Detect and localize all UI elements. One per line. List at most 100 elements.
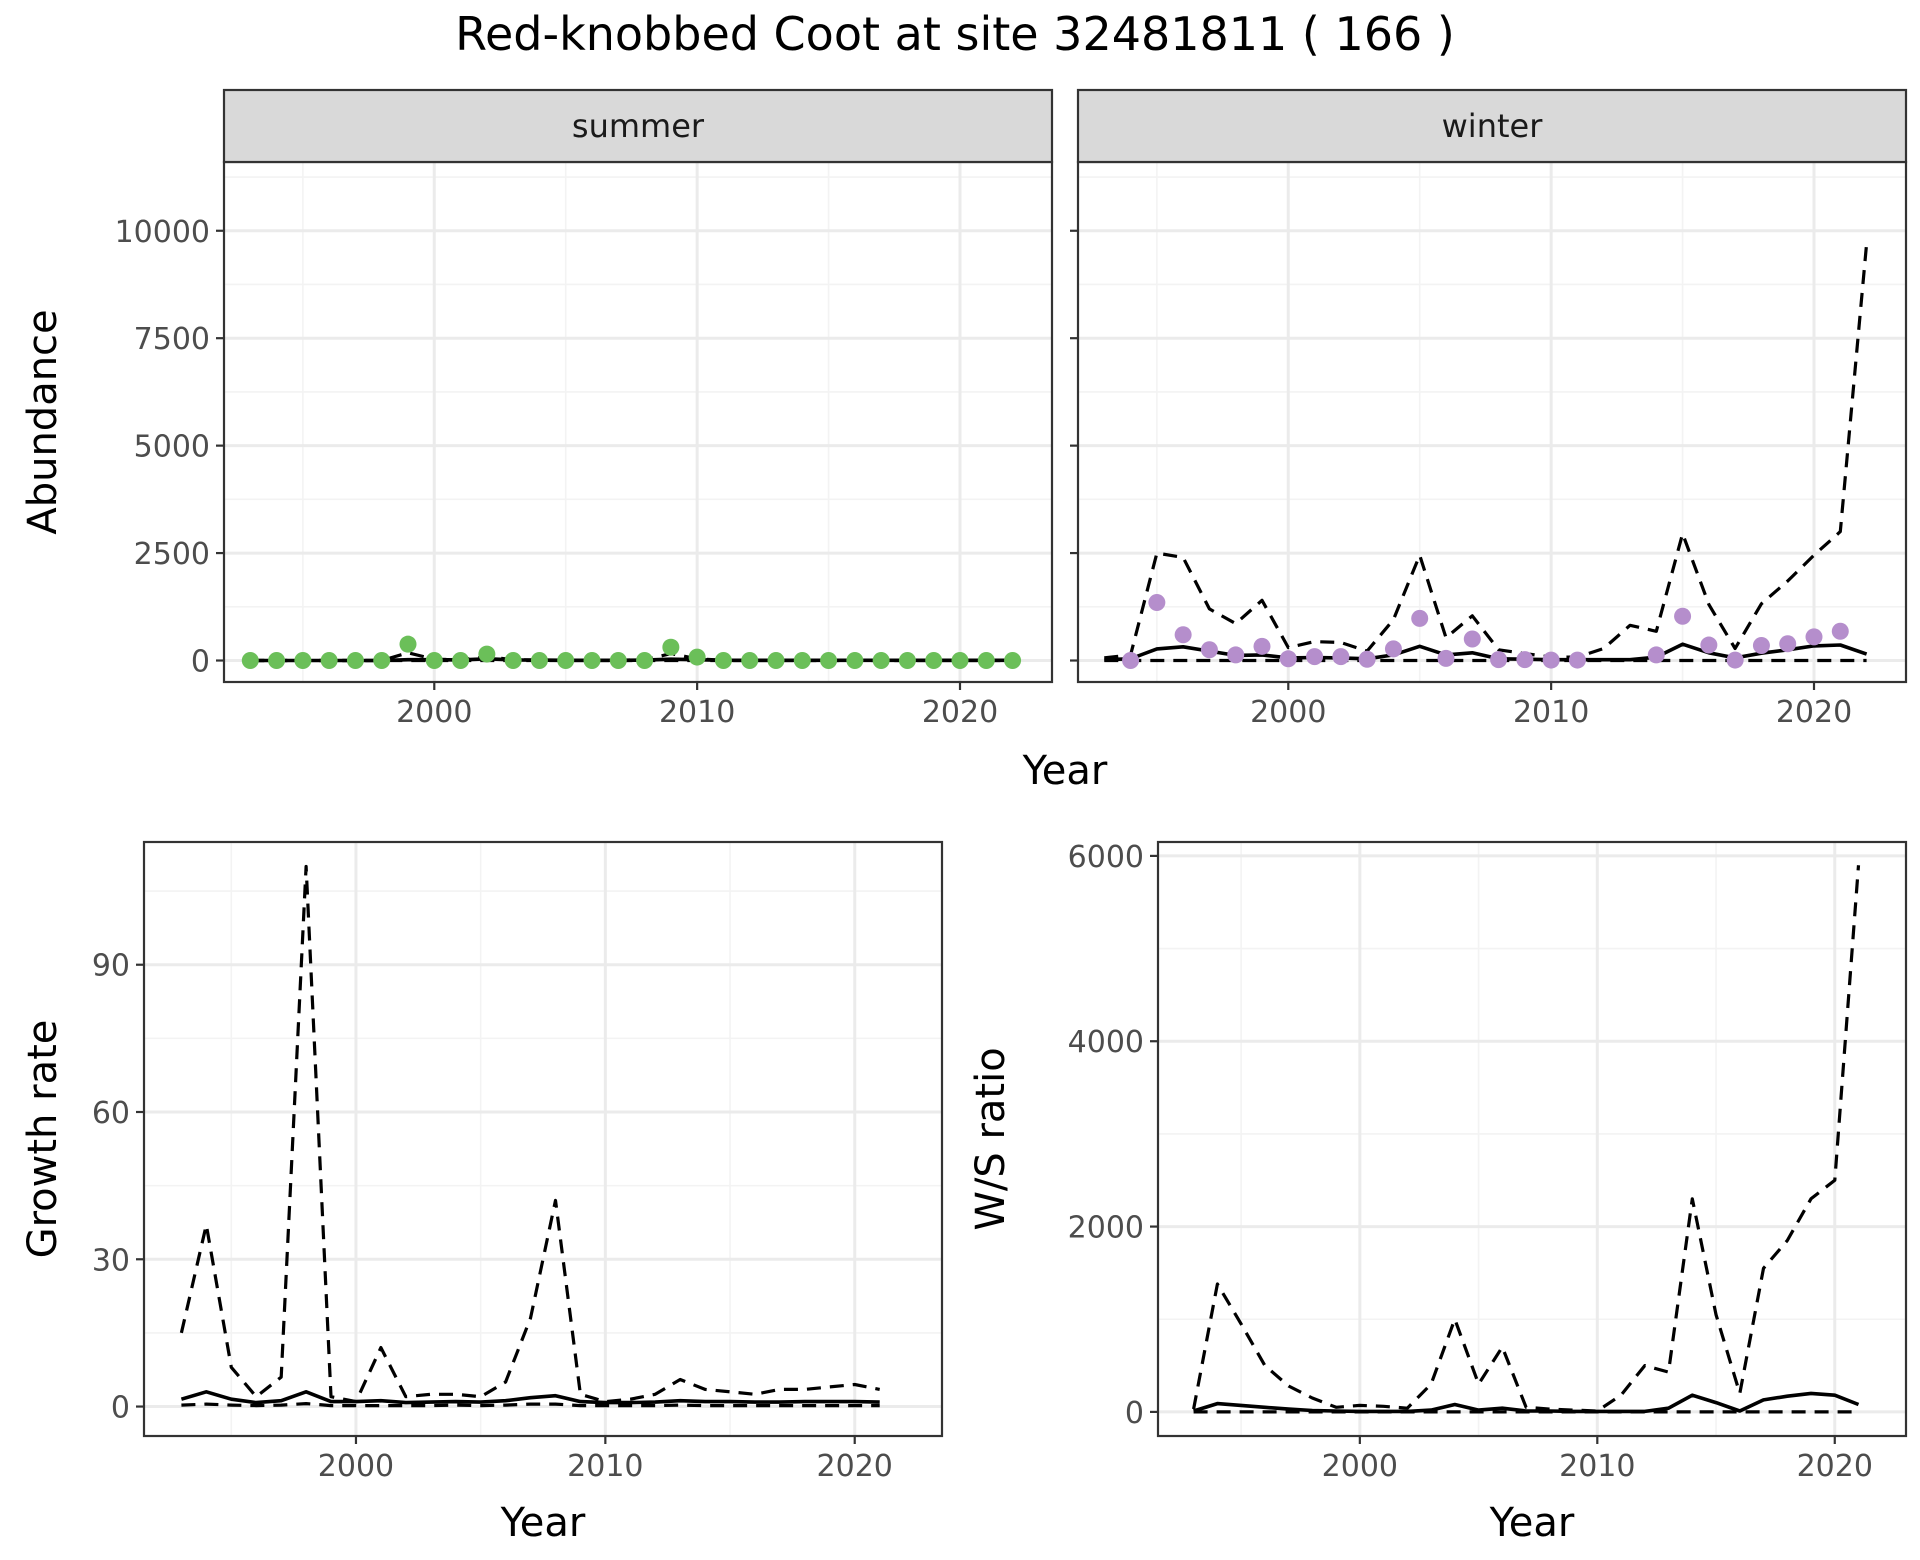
data-point	[898, 652, 916, 670]
data-point	[425, 652, 443, 670]
data-point	[1805, 628, 1823, 646]
abundance-x-axis-title: Year	[1022, 748, 1108, 794]
data-point	[1253, 637, 1271, 655]
x-tick-label: 2000	[1322, 1449, 1398, 1484]
panel-border	[142, 840, 944, 1438]
data-point	[820, 652, 838, 670]
y-tick-label: 7500	[134, 322, 210, 357]
y-tick-label: 0	[111, 1391, 130, 1426]
x-tick-label: 2020	[922, 695, 998, 730]
data-point	[662, 638, 680, 656]
upper-bound-line	[1104, 243, 1869, 660]
data-point	[1779, 635, 1797, 653]
abundance-y-axis-title: Abundance	[20, 309, 66, 534]
x-tick-label: 2020	[1776, 695, 1852, 730]
data-point	[1148, 593, 1166, 611]
panel-abundance-summer: 2000 2010 2020 0 2500 5000 7500 10000 summer	[115, 88, 1054, 730]
x-tick-label: 2010	[1513, 695, 1589, 730]
y-tick-label: 6000	[1068, 840, 1144, 875]
data-point	[609, 652, 627, 670]
facet-strip-label: summer	[572, 107, 705, 145]
data-point	[1411, 609, 1429, 627]
data-point	[1490, 651, 1508, 669]
upper-bound-line	[1192, 865, 1861, 1413]
panel-border	[1156, 840, 1908, 1438]
y-tick-label: 30	[92, 1243, 130, 1278]
data-point	[1752, 636, 1770, 654]
data-point	[1122, 652, 1140, 670]
y-tick-label: 0	[1125, 1396, 1144, 1431]
data-point	[741, 652, 759, 670]
y-tick-label: 0	[191, 645, 210, 680]
data-point	[688, 648, 706, 666]
data-point	[977, 652, 995, 670]
ratio-y-axis-title: W/S ratio	[968, 1047, 1014, 1230]
x-tick-label: 2010	[1559, 1449, 1635, 1484]
data-point	[872, 652, 890, 670]
data-point	[1674, 607, 1692, 625]
x-tick-label: 2020	[1797, 1449, 1873, 1484]
data-point	[1831, 622, 1849, 640]
data-point	[1174, 626, 1192, 644]
data-point	[1516, 651, 1534, 669]
data-point	[320, 652, 338, 670]
data-point	[478, 645, 496, 663]
lower-bound-line	[181, 1401, 880, 1408]
upper-bound-line	[179, 864, 881, 1404]
data-point	[1647, 646, 1665, 664]
data-point	[1463, 630, 1481, 648]
x-tick-label: 2010	[659, 695, 735, 730]
panel-ws-ratio: 2000 2010 2020 0 2000 4000 6000	[1068, 840, 1908, 1484]
data-point	[373, 652, 391, 670]
data-point	[530, 652, 548, 670]
data-point	[1700, 636, 1718, 654]
plots-layer: 2000 2010 2020025005000750010000summer2000…	[20, 88, 1908, 1546]
data-point	[636, 652, 654, 670]
x-tick-label: 2010	[567, 1449, 643, 1484]
data-point	[1437, 649, 1455, 667]
y-tick-label: 60	[92, 1096, 130, 1131]
y-tick-label: 90	[92, 949, 130, 984]
data-point	[583, 652, 601, 670]
data-point	[268, 652, 286, 670]
data-point	[767, 652, 785, 670]
y-tick-label: 5000	[134, 430, 210, 465]
data-point	[294, 652, 312, 670]
facet-strip	[222, 88, 1054, 164]
data-point	[925, 652, 943, 670]
data-point	[1306, 648, 1324, 666]
data-point	[951, 652, 969, 670]
data-point	[1200, 641, 1218, 659]
growth-y-axis-title: Growth rate	[20, 1020, 66, 1259]
data-point	[504, 652, 522, 670]
panel-abundance-winter: 2000 2010 2020 winter	[1070, 88, 1908, 730]
data-point	[346, 652, 364, 670]
ratio-x-axis-title: Year	[1489, 1500, 1575, 1546]
data-point	[846, 652, 864, 670]
growth-x-axis-title: Year	[500, 1500, 586, 1546]
data-point	[1568, 651, 1586, 669]
data-point	[1358, 650, 1376, 668]
facet-strip	[1076, 88, 1908, 164]
facet-strip-label: winter	[1442, 107, 1544, 145]
figure-title: Red-knobbed Coot at site 32481811 ( 166 …	[455, 7, 1455, 61]
y-tick-label: 10000	[115, 215, 210, 250]
data-point	[1542, 651, 1560, 669]
x-tick-label: 2000	[396, 695, 472, 730]
panel-growth-rate: 2000 2010 2020 0 30 60 90	[92, 840, 944, 1484]
y-tick-label: 2500	[134, 537, 210, 572]
data-point	[1384, 640, 1402, 658]
data-point	[1332, 648, 1350, 666]
x-tick-label: 2000	[1250, 695, 1326, 730]
estimate-line	[180, 1390, 880, 1405]
x-tick-label: 2000	[318, 1449, 394, 1484]
data-point	[1004, 652, 1022, 670]
data-point	[399, 635, 417, 653]
x-tick-label: 2020	[817, 1449, 893, 1484]
y-tick-label: 4000	[1068, 1025, 1144, 1060]
estimate-line	[1193, 1391, 1860, 1414]
data-point	[241, 652, 259, 670]
data-point	[557, 652, 575, 670]
y-tick-label: 2000	[1068, 1211, 1144, 1246]
